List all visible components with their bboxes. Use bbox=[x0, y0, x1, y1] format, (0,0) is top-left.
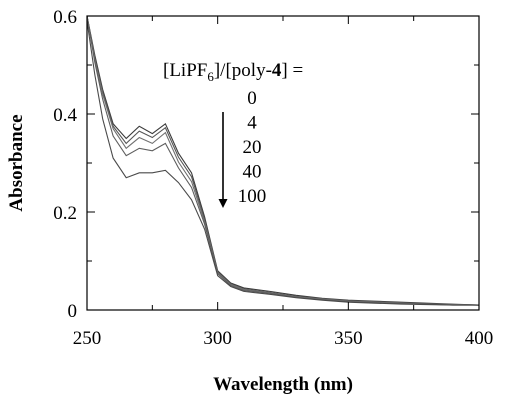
legend-arrow-head bbox=[218, 199, 228, 208]
legend-entry: 20 bbox=[243, 137, 262, 158]
series-layer bbox=[86, 15, 480, 306]
legend-entry: 0 bbox=[247, 88, 257, 109]
y-axis-title: Absorbance bbox=[6, 114, 27, 211]
y-tick-label: 0.6 bbox=[53, 7, 77, 28]
x-tick-label: 300 bbox=[203, 328, 232, 349]
series-line-100 bbox=[86, 20, 479, 306]
y-tick-label: 0 bbox=[68, 301, 78, 322]
x-tick-label: 400 bbox=[465, 328, 494, 349]
legend-entry: 40 bbox=[243, 162, 262, 183]
legend-title: [LiPF6]/[poly-4] = bbox=[163, 60, 303, 84]
x-tick-label: 250 bbox=[73, 328, 102, 349]
y-tick-label: 0.2 bbox=[53, 203, 77, 224]
x-axis-title: Wavelength (nm) bbox=[213, 374, 353, 395]
legend: [LiPF6]/[poly-4] = 0 4 20 40 100 bbox=[163, 60, 303, 208]
x-tick-label: 350 bbox=[334, 328, 363, 349]
legend-entry: 4 bbox=[247, 113, 257, 134]
y-tick-label: 0.4 bbox=[53, 105, 77, 126]
legend-entry: 100 bbox=[238, 186, 267, 207]
